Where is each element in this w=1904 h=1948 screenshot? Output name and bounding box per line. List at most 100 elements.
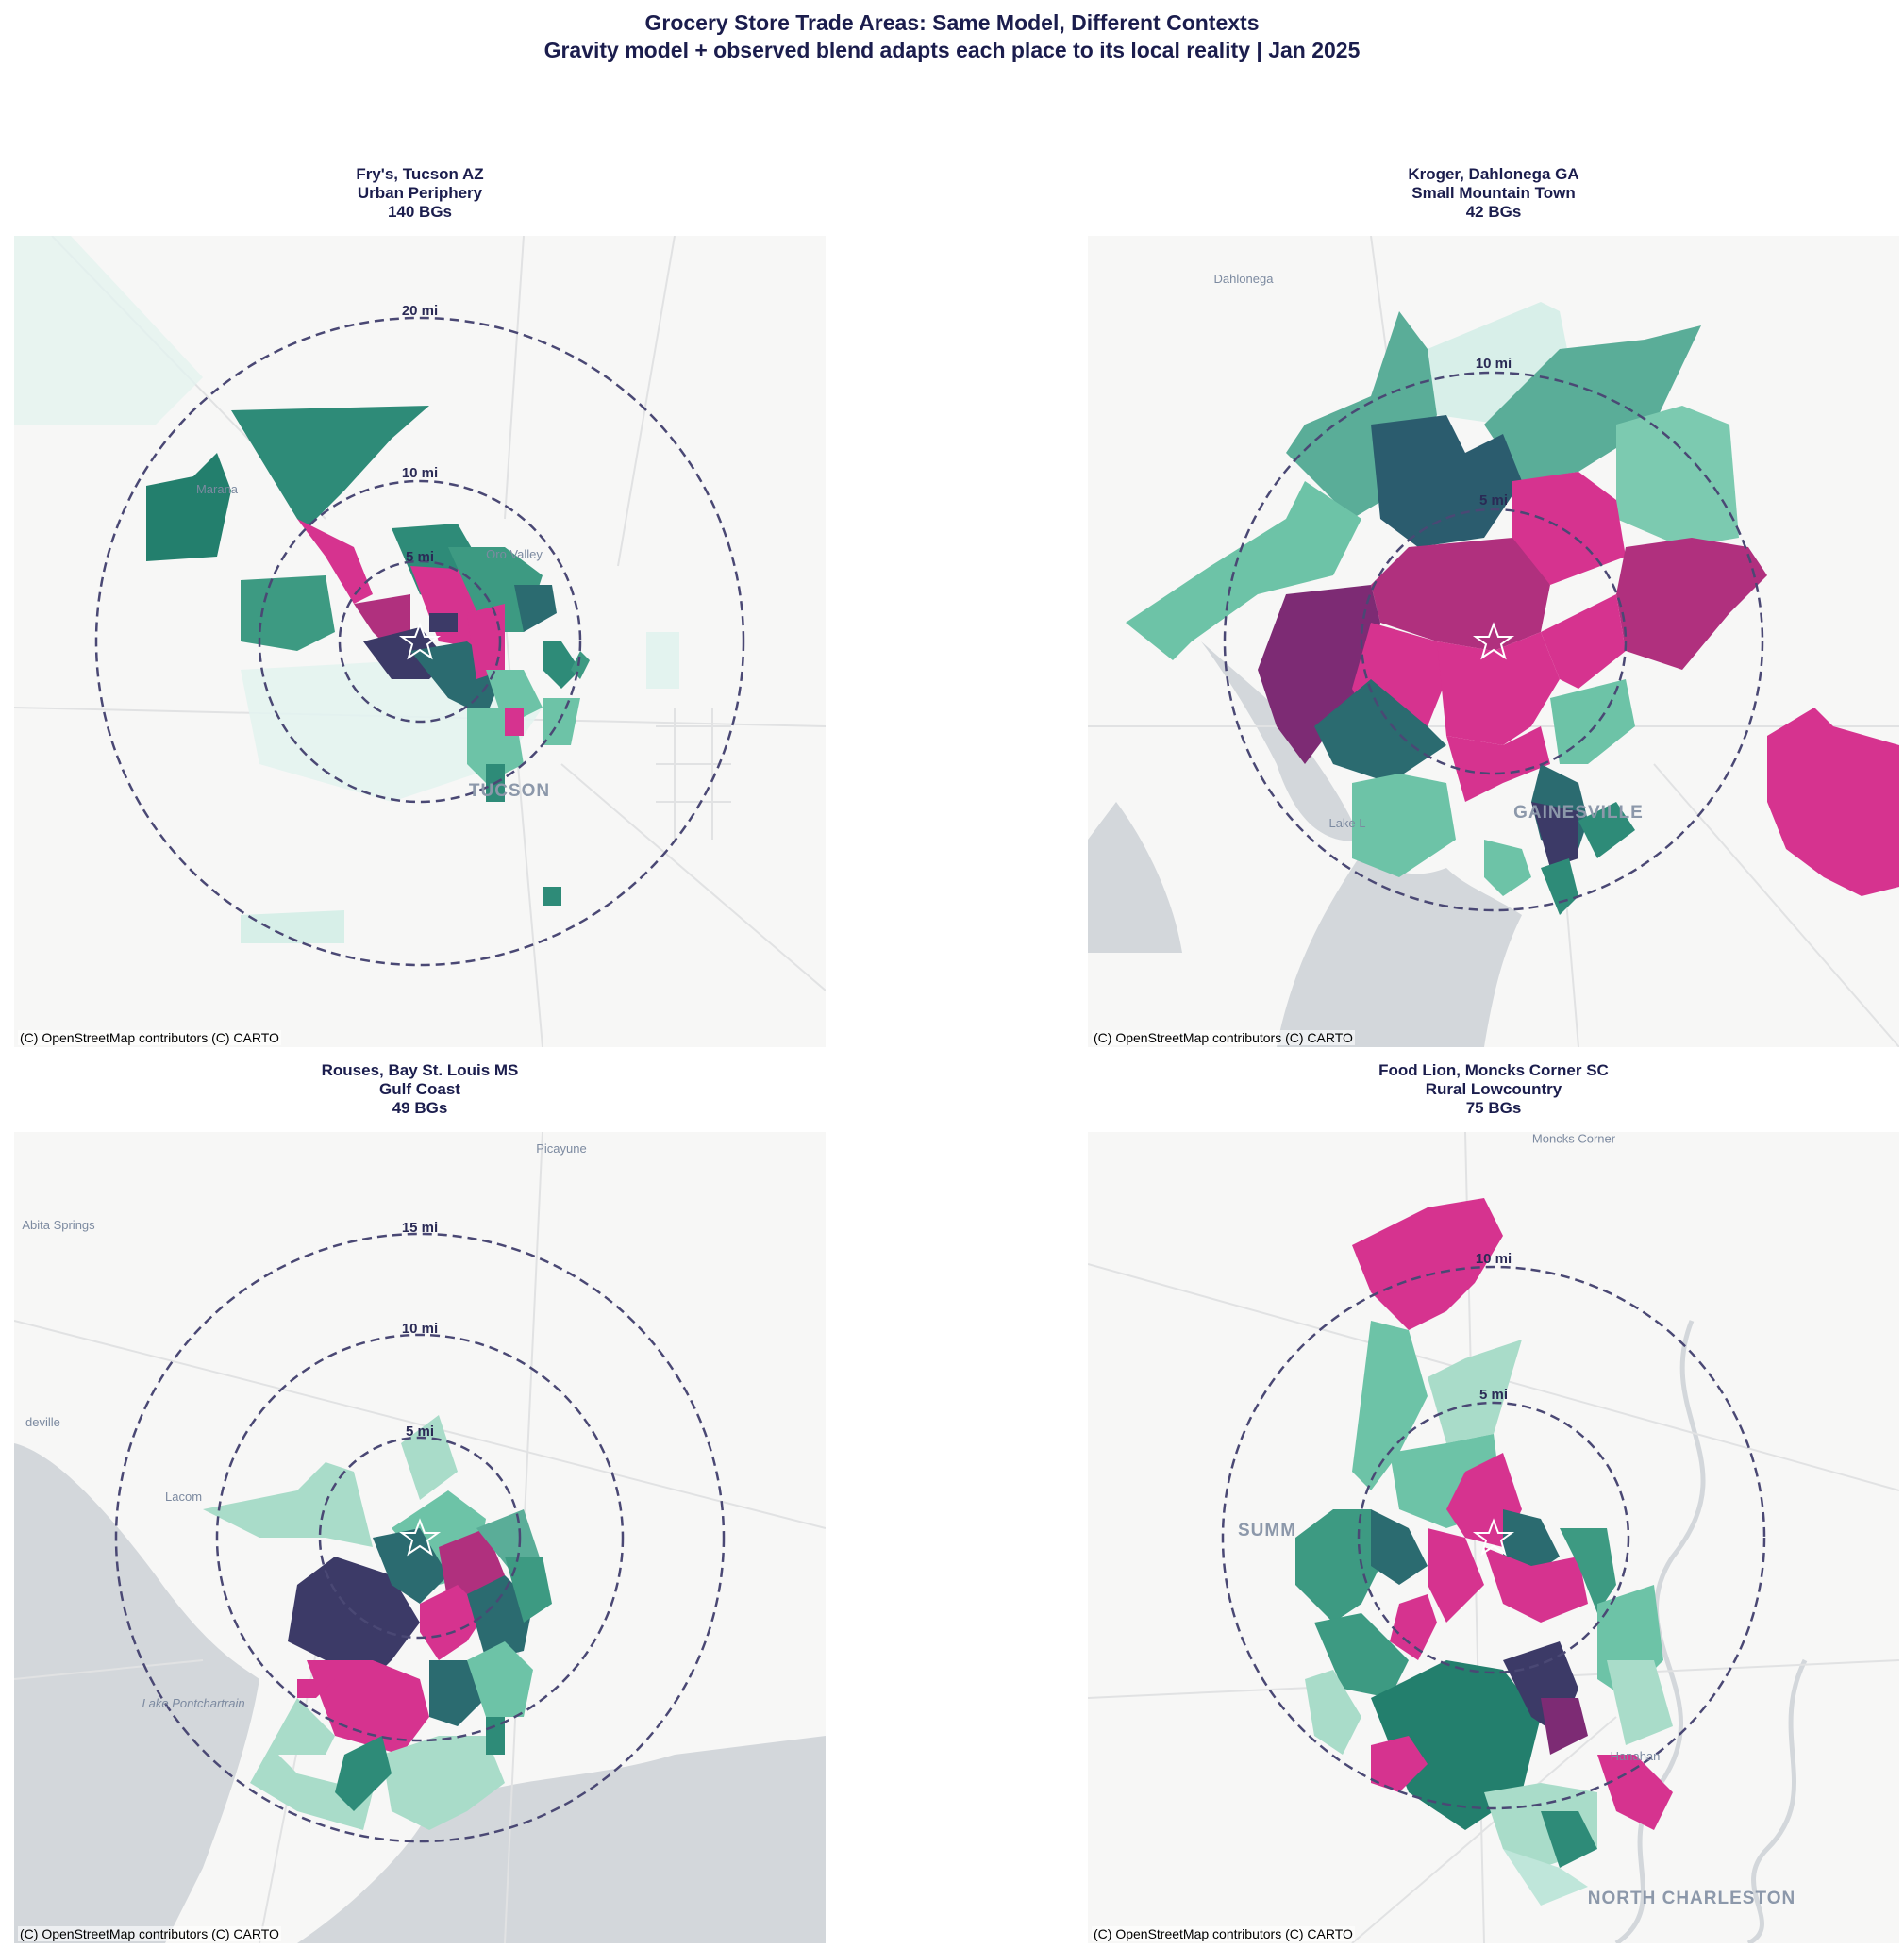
block-group[interactable] bbox=[146, 453, 231, 561]
store-star-icon[interactable] bbox=[1472, 1518, 1515, 1557]
block-group[interactable] bbox=[1390, 1594, 1437, 1660]
block-group[interactable] bbox=[1541, 594, 1626, 689]
block-group[interactable] bbox=[1446, 726, 1550, 802]
block-group[interactable] bbox=[1428, 1528, 1484, 1623]
block-group[interactable] bbox=[1484, 840, 1531, 896]
block-group[interactable] bbox=[1314, 1613, 1409, 1698]
ring-10mi bbox=[1223, 371, 1764, 912]
distance-rings bbox=[94, 316, 745, 967]
block-group[interactable] bbox=[467, 604, 505, 679]
panel-store: Food Lion, Moncks Corner SC bbox=[1378, 1061, 1609, 1079]
block-group[interactable] bbox=[1560, 1528, 1616, 1613]
block-group[interactable] bbox=[307, 1660, 429, 1755]
block-group[interactable] bbox=[467, 1641, 533, 1717]
ring-label-5mi: 5 mi bbox=[406, 1424, 434, 1440]
block-group[interactable] bbox=[1371, 1736, 1428, 1792]
block-group[interactable] bbox=[448, 547, 543, 632]
place-label: deville bbox=[25, 1415, 60, 1429]
panel-title-moncks-corner: Food Lion, Moncks Corner SC Rural Lowcou… bbox=[1088, 1061, 1899, 1118]
block-group[interactable] bbox=[571, 651, 590, 679]
map-attribution: (C) OpenStreetMap contributors (C) CARTO bbox=[18, 1030, 281, 1045]
ring-5mi bbox=[338, 559, 502, 724]
block-group[interactable] bbox=[1314, 679, 1446, 783]
ring-10mi bbox=[1221, 1265, 1766, 1810]
panel-store: Kroger, Dahlonega GA bbox=[1408, 165, 1579, 183]
block-group[interactable] bbox=[1484, 1547, 1588, 1623]
block-group[interactable] bbox=[1512, 472, 1626, 585]
block-group[interactable] bbox=[1371, 415, 1522, 547]
block-group[interactable] bbox=[382, 1736, 505, 1830]
block-group[interactable] bbox=[1767, 708, 1899, 896]
block-group[interactable] bbox=[505, 1557, 552, 1623]
panel-context: Urban Periphery bbox=[357, 184, 483, 202]
block-group[interactable] bbox=[1578, 802, 1635, 858]
map-moncks-corner-canvas: 5 mi 10 mi Moncks Corner SUMM Hanahan NO… bbox=[1088, 1132, 1899, 1943]
block-group[interactable] bbox=[1371, 1660, 1541, 1830]
block-group[interactable] bbox=[1258, 585, 1380, 764]
block-group[interactable] bbox=[1616, 406, 1739, 547]
block-group[interactable] bbox=[231, 406, 429, 528]
block-group[interactable] bbox=[1352, 1198, 1503, 1330]
block-group[interactable] bbox=[514, 585, 557, 632]
block-group[interactable] bbox=[1541, 1698, 1588, 1755]
map-bay-st-louis[interactable]: 5 mi 10 mi 15 mi Picayune Abita Springs … bbox=[14, 1132, 826, 1943]
block-group[interactable] bbox=[1550, 679, 1635, 764]
panel-title-bay-st-louis: Rouses, Bay St. Louis MS Gulf Coast 49 B… bbox=[14, 1061, 826, 1118]
store-star-icon[interactable] bbox=[398, 622, 442, 660]
block-group[interactable] bbox=[1126, 481, 1361, 660]
block-group[interactable] bbox=[1503, 1849, 1588, 1906]
ring-label-5mi: 5 mi bbox=[406, 549, 434, 565]
block-group[interactable] bbox=[486, 1717, 505, 1755]
block-group[interactable] bbox=[1305, 1670, 1361, 1755]
place-label: Dahlonega bbox=[1214, 272, 1275, 286]
block-group[interactable] bbox=[241, 575, 335, 651]
chart-title: Grocery Store Trade Areas: Same Model, D… bbox=[644, 10, 1260, 35]
block-group[interactable] bbox=[401, 1415, 458, 1500]
block-group[interactable] bbox=[1428, 1340, 1522, 1443]
distance-rings bbox=[1223, 371, 1764, 912]
block-group[interactable] bbox=[288, 1557, 420, 1679]
block-group[interactable] bbox=[1484, 325, 1701, 481]
block-group[interactable] bbox=[543, 887, 561, 906]
block-group[interactable] bbox=[1371, 1509, 1428, 1585]
place-label: GAINESVILLE bbox=[1513, 803, 1644, 823]
block-group[interactable] bbox=[1531, 802, 1578, 868]
block-group[interactable] bbox=[1437, 632, 1560, 745]
ring-label-5mi: 5 mi bbox=[1479, 492, 1508, 508]
lake-water bbox=[1088, 641, 1522, 1047]
ring-5mi bbox=[1357, 1401, 1630, 1674]
block-group[interactable] bbox=[543, 698, 580, 745]
block-group[interactable] bbox=[429, 613, 458, 632]
block-group[interactable] bbox=[335, 1736, 392, 1811]
ring-label-10mi: 10 mi bbox=[1476, 356, 1512, 372]
map-tucson[interactable]: 5 mi 10 mi 20 mi Marana Oro Valley TUCSO… bbox=[14, 236, 826, 1047]
block-group[interactable] bbox=[1541, 858, 1578, 915]
block-group[interactable] bbox=[1607, 1660, 1673, 1745]
light-tract bbox=[241, 910, 344, 943]
block-group[interactable] bbox=[1541, 1811, 1597, 1868]
chart-subtitle: Gravity model + observed blend adapts ea… bbox=[543, 38, 1361, 62]
ring-10mi bbox=[215, 1333, 625, 1742]
map-moncks-corner[interactable]: 5 mi 10 mi Moncks Corner SUMM Hanahan NO… bbox=[1088, 1132, 1899, 1943]
block-group[interactable] bbox=[1597, 1755, 1673, 1830]
block-group[interactable] bbox=[420, 1585, 486, 1660]
block-group[interactable] bbox=[1295, 1509, 1390, 1623]
block-group[interactable] bbox=[543, 641, 580, 689]
block-group[interactable] bbox=[1503, 1509, 1560, 1575]
block-group[interactable] bbox=[1352, 774, 1456, 877]
ring-label-5mi: 5 mi bbox=[1479, 1387, 1508, 1403]
block-group[interactable] bbox=[505, 708, 524, 736]
block-group[interactable] bbox=[297, 1679, 335, 1698]
block-group[interactable] bbox=[429, 1660, 486, 1726]
map-tucson-canvas: 5 mi 10 mi 20 mi Marana Oro Valley TUCSO… bbox=[14, 236, 826, 1047]
block-group[interactable] bbox=[297, 519, 373, 604]
store-star-icon[interactable] bbox=[398, 1518, 442, 1557]
ring-label-10mi: 10 mi bbox=[402, 465, 438, 481]
place-label: Hanahan bbox=[1611, 1749, 1661, 1763]
block-group[interactable] bbox=[1616, 538, 1767, 670]
block-group[interactable] bbox=[1371, 538, 1550, 651]
store-star-icon[interactable] bbox=[1472, 622, 1515, 660]
block-group[interactable] bbox=[1352, 1321, 1428, 1490]
map-dahlonega[interactable]: 5 mi 10 mi Dahlonega GAINESVILLE Lake L … bbox=[1088, 236, 1899, 1047]
block-group[interactable] bbox=[203, 1462, 373, 1547]
